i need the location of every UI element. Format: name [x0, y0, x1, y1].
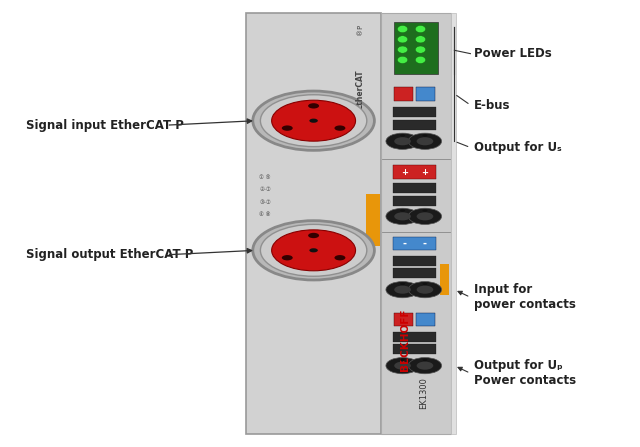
Bar	[393, 183, 436, 193]
Ellipse shape	[309, 118, 318, 123]
Text: -: -	[423, 239, 427, 249]
Ellipse shape	[417, 137, 433, 145]
Text: Output for Uₚ
Power contacts: Output for Uₚ Power contacts	[474, 359, 576, 387]
Ellipse shape	[408, 358, 442, 374]
Ellipse shape	[386, 358, 419, 374]
Ellipse shape	[417, 286, 433, 294]
Ellipse shape	[260, 95, 367, 147]
Ellipse shape	[394, 212, 411, 220]
Circle shape	[415, 25, 426, 33]
Ellipse shape	[408, 133, 442, 149]
Ellipse shape	[422, 209, 428, 212]
Text: BECKHOFF: BECKHOFF	[401, 308, 410, 371]
Bar	[440, 264, 449, 295]
Text: Power LEDs: Power LEDs	[474, 47, 551, 60]
Ellipse shape	[271, 230, 356, 271]
Ellipse shape	[253, 91, 374, 150]
Text: -: -	[403, 239, 406, 249]
Ellipse shape	[271, 100, 356, 141]
Ellipse shape	[400, 283, 405, 285]
Ellipse shape	[308, 103, 319, 109]
Text: +: +	[421, 168, 428, 177]
Bar	[393, 256, 436, 266]
Circle shape	[397, 46, 408, 53]
Text: ④ ⑧: ④ ⑧	[259, 212, 271, 217]
Circle shape	[397, 56, 408, 63]
Ellipse shape	[386, 282, 419, 298]
Ellipse shape	[260, 224, 367, 276]
Text: EtherCAT: EtherCAT	[355, 70, 364, 109]
Ellipse shape	[253, 221, 374, 280]
Text: ③-⑦: ③-⑦	[259, 199, 271, 205]
Circle shape	[415, 36, 426, 43]
Text: ① ⑤: ① ⑤	[259, 174, 271, 180]
Ellipse shape	[308, 233, 319, 238]
Circle shape	[397, 36, 408, 43]
Ellipse shape	[309, 248, 318, 253]
Ellipse shape	[394, 137, 411, 145]
Bar	[393, 165, 436, 179]
Ellipse shape	[335, 255, 346, 261]
Bar	[393, 344, 436, 354]
Circle shape	[415, 46, 426, 53]
Ellipse shape	[394, 362, 411, 370]
Bar	[451, 13, 456, 434]
Ellipse shape	[400, 209, 405, 212]
Bar	[394, 22, 438, 74]
Text: ®P: ®P	[356, 23, 363, 35]
Bar	[416, 87, 435, 101]
Ellipse shape	[386, 208, 419, 224]
Bar	[366, 194, 380, 246]
Bar	[393, 120, 436, 130]
Circle shape	[415, 56, 426, 63]
Ellipse shape	[422, 283, 428, 285]
Bar	[393, 268, 436, 278]
Bar	[393, 107, 436, 117]
Bar	[393, 332, 436, 342]
Bar	[393, 237, 436, 250]
Ellipse shape	[400, 134, 405, 137]
Ellipse shape	[386, 133, 419, 149]
Ellipse shape	[417, 212, 433, 220]
Bar	[394, 87, 413, 101]
Text: +: +	[401, 168, 408, 177]
Bar	[246, 13, 381, 434]
Bar	[381, 13, 451, 434]
Ellipse shape	[335, 126, 346, 131]
Bar	[416, 313, 435, 326]
Ellipse shape	[408, 282, 442, 298]
Bar	[394, 313, 413, 326]
Text: Input for
power contacts: Input for power contacts	[474, 283, 575, 311]
Ellipse shape	[400, 358, 405, 361]
Text: ②-⑦: ②-⑦	[259, 187, 271, 192]
Text: Output for Uₛ: Output for Uₛ	[474, 141, 561, 154]
Ellipse shape	[417, 362, 433, 370]
Text: Signal input EtherCAT P: Signal input EtherCAT P	[26, 118, 184, 132]
Ellipse shape	[422, 358, 428, 361]
Bar	[393, 196, 436, 206]
Ellipse shape	[408, 208, 442, 224]
Text: Signal output EtherCAT P: Signal output EtherCAT P	[26, 248, 193, 261]
Circle shape	[397, 25, 408, 33]
Ellipse shape	[422, 134, 428, 137]
Text: E-bus: E-bus	[474, 98, 510, 112]
Ellipse shape	[282, 126, 292, 131]
Text: EK1300: EK1300	[419, 377, 428, 409]
Ellipse shape	[394, 286, 411, 294]
Ellipse shape	[282, 255, 292, 261]
